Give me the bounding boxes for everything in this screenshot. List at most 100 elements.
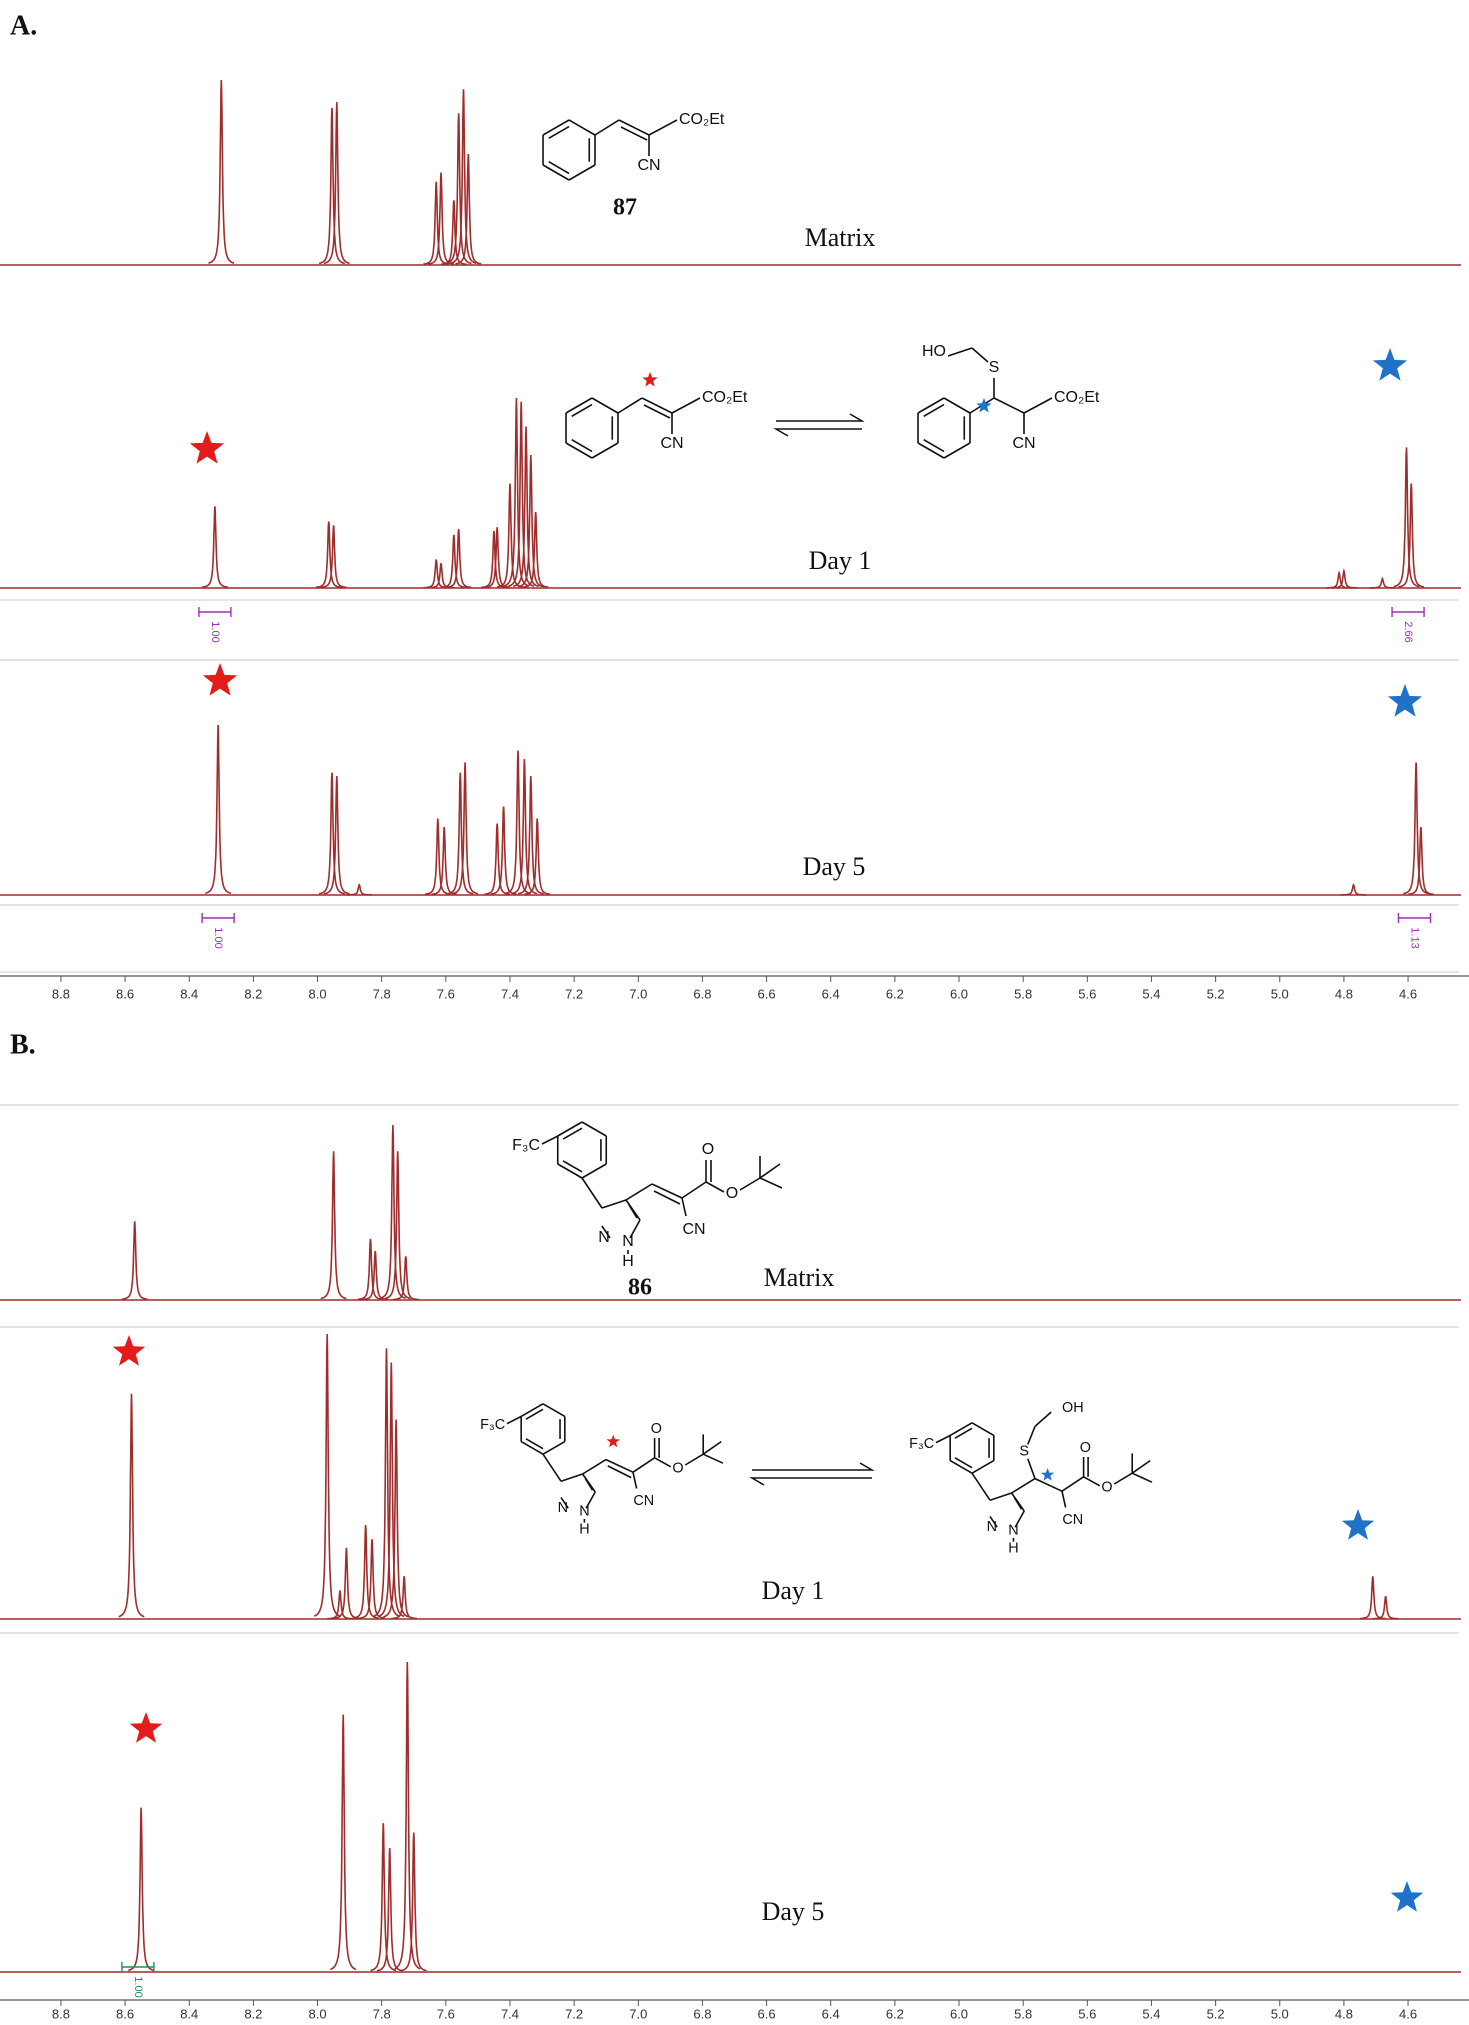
x-tick-label: 8.2 [244,986,262,1001]
bond [971,1459,995,1474]
peak [1372,1596,1399,1620]
x-tick-label: 8.4 [180,2006,198,2021]
peak [205,724,232,895]
x-tick-label: 5.4 [1142,2006,1160,2021]
peak [484,527,510,589]
peak [357,1238,384,1301]
bond [935,1434,951,1444]
peak [313,1333,341,1617]
x-tick-label: 8.8 [52,2006,70,2021]
bond [562,1127,583,1140]
bond [684,1453,704,1466]
peak [427,172,455,265]
bond [568,119,596,136]
bond [620,126,648,141]
peak [318,772,346,895]
peak [524,818,551,895]
peak [511,758,538,895]
x-tick-label: 7.6 [437,2006,455,2021]
structure-label: CN [637,157,660,174]
bond [702,1440,722,1455]
compound-number: 86 [628,1275,652,1301]
peak [383,1419,410,1618]
peak [373,1348,400,1618]
peak [128,1807,155,1972]
bond [1027,1426,1036,1445]
peak [391,1576,417,1620]
peak [400,1832,427,1972]
bond [947,347,973,357]
bond [1023,397,1053,414]
bond [1034,1477,1063,1492]
bond [954,1457,973,1469]
peak [425,818,451,895]
x-tick-label: 8.0 [308,2006,326,2021]
peak [392,1256,419,1301]
trace-label: Day 5 [762,1897,825,1926]
structure-label: N [1008,1523,1018,1539]
x-tick-label: 7.2 [565,2006,583,2021]
x-tick-label: 8.0 [308,986,326,1001]
x-tick-label: 8.2 [244,2006,262,2021]
peak [1398,483,1425,588]
structure-label: N [987,1519,997,1535]
bond [949,1422,973,1437]
x-tick-label: 8.8 [52,986,70,1001]
peak [1393,447,1420,588]
peak [323,102,350,265]
trace-label: Day 1 [762,1576,825,1605]
equilibrium-arrow [749,1477,872,1486]
peak [512,426,540,588]
structure-label: OH [1062,1400,1084,1416]
peak [1408,826,1434,896]
bond [565,442,593,459]
bond [581,1121,607,1137]
bond [520,1440,544,1455]
bond [506,1415,522,1425]
structure-label: CN [660,435,683,452]
peak [319,107,345,265]
x-tick-label: 6.2 [886,2006,904,2021]
x-tick-label: 5.4 [1142,986,1160,1001]
star-marker [202,663,238,696]
x-tick-label: 7.8 [373,2006,391,2021]
bond [629,1219,641,1239]
bond [1083,1476,1101,1487]
bond [989,1515,998,1528]
bond [759,1177,783,1189]
structure-label: O [726,1185,738,1202]
star-marker [642,372,658,387]
chemical-structure: F₃C N NH CN O O 86 [512,1121,783,1301]
integral-label: 1.13 [1409,927,1421,948]
peak [445,529,472,589]
x-tick-label: 7.4 [501,986,519,1001]
x-tick-label: 5.2 [1207,2006,1225,2021]
bond [542,1453,562,1482]
x-tick-label: 6.8 [693,986,711,1001]
bond [594,119,620,136]
bond [954,1427,973,1439]
bond [542,1440,566,1455]
integral-label: 1.00 [212,927,224,948]
bond [617,397,643,414]
structure-label: CN [1062,1512,1083,1528]
star-marker [1040,1468,1055,1481]
equilibrium-arrow [773,428,862,437]
structure-label: HO [922,343,946,360]
peak [320,1151,347,1300]
integral-label: 2.66 [1402,621,1414,642]
x-tick-label: 8.6 [116,986,134,1001]
integral-label: 1.00 [209,621,221,642]
x-tick-label: 4.8 [1335,2006,1353,2021]
bond [591,442,619,459]
peak [1403,762,1430,895]
x-tick-label: 7.2 [565,986,583,1001]
bond [1131,1472,1153,1483]
structure-label: CN [1012,435,1035,452]
peak [423,559,449,589]
peak [522,511,549,588]
equilibrium-arrow [776,413,865,422]
bond [1034,1411,1052,1427]
bond [943,442,971,459]
